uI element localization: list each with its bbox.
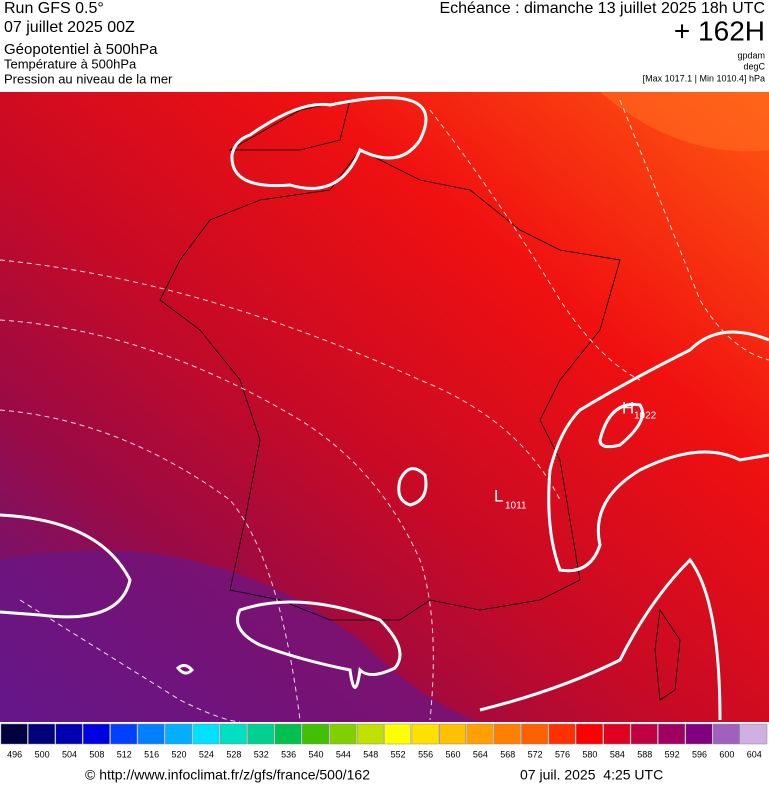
param: Géopotentiel à 500hPa (4, 41, 158, 58)
isoline (230, 96, 428, 190)
colorbar-swatch (439, 723, 466, 745)
isoline (598, 402, 644, 449)
colorbar-label: 540 (309, 749, 324, 759)
colorbar-label: 604 (747, 749, 762, 759)
low-value: 1011 (505, 501, 527, 512)
field-band (0, 550, 480, 722)
colorbar-label: 500 (35, 749, 50, 759)
colorbar-swatch (247, 723, 275, 745)
param: Pression au niveau de la mer (4, 71, 173, 86)
colorbar-label: 588 (637, 749, 652, 759)
colorbar-label: 544 (336, 749, 351, 759)
country-border (159, 149, 621, 621)
colorbar-swatch (548, 723, 576, 745)
unit: gpdam (737, 50, 765, 60)
colorbar-swatch (110, 723, 138, 745)
map: H 1022 L 1011 (0, 92, 769, 723)
isotherm (429, 109, 641, 381)
colorbar-swatch (603, 723, 631, 745)
run-title: Run GFS 0.5° (4, 0, 104, 17)
colorbar-swatch (302, 723, 329, 745)
coast (228, 99, 351, 151)
footer-timestamp: 07 juil. 2025 4:25 UTC (520, 767, 663, 783)
colorbar-swatch (740, 723, 768, 745)
colorbar-label: 552 (391, 749, 406, 759)
colorbar-swatch (356, 723, 384, 745)
colorbar-label: 572 (528, 749, 543, 759)
footer-source: © http://www.infoclimat.fr/z/gfs/france/… (85, 767, 370, 783)
colorbar-swatch (466, 723, 494, 745)
colorbar: 496 500 504 508 512 516 520 524 528 532 536 540 544 5… (0, 723, 768, 759)
isotherm (0, 259, 561, 501)
colorbar-label: 580 (582, 749, 597, 759)
valid-time: Echéance : dimanche 13 juillet 2025 18h … (439, 0, 765, 17)
colorbar-swatch (493, 723, 521, 745)
colorbar-label: 520 (172, 749, 187, 759)
colorbar-label: 548 (363, 749, 378, 759)
colorbar-swatch (82, 723, 110, 745)
colorbar-label: 592 (665, 749, 680, 759)
colorbar-swatch (576, 723, 603, 745)
param: Température à 500hPa (4, 56, 137, 71)
colorbar-label: 496 (7, 749, 22, 759)
colorbar-label: 596 (692, 749, 707, 759)
isotherm (0, 409, 301, 721)
colorbar-swatch (630, 723, 658, 745)
colorbar-label: 536 (281, 749, 296, 759)
lead-time: + 162H (674, 15, 765, 46)
colorbar-swatch (411, 723, 439, 745)
isotherm (0, 319, 434, 721)
isoline (397, 467, 428, 507)
colorbar-swatch (28, 723, 56, 745)
unit: degC (743, 61, 765, 71)
isoline (0, 513, 132, 619)
colorbar-swatch (712, 723, 740, 745)
colorbar-swatch (55, 723, 83, 745)
isotherm (19, 599, 241, 723)
isoline (175, 663, 195, 675)
colorbar-swatch (685, 723, 713, 745)
low-letter: L (494, 486, 503, 505)
colorbar-swatch (219, 723, 247, 745)
colorbar-label: 512 (117, 749, 132, 759)
colorbar-swatch (658, 723, 686, 745)
colorbar-swatch (521, 723, 549, 745)
field-band (600, 92, 769, 152)
colorbar-label: 568 (500, 749, 515, 759)
colorbar-label: 504 (62, 749, 77, 759)
colorbar-swatch (384, 723, 412, 745)
colorbar-swatch (192, 723, 220, 745)
colorbar-swatch (274, 723, 302, 745)
isoline (547, 330, 769, 573)
isoline (479, 557, 722, 721)
colorbar-label: 516 (144, 749, 159, 759)
pressure-range: [Max 1017.1 | Min 1010.4] hPa (643, 73, 765, 83)
high-value: 1022 (634, 411, 657, 422)
colorbar-label: 560 (445, 749, 460, 759)
colorbar-label: 556 (418, 749, 433, 759)
colorbar-label: 528 (226, 749, 241, 759)
colorbar-swatch (137, 723, 165, 745)
colorbar-label: 600 (719, 749, 734, 759)
island (654, 608, 681, 701)
isoline (236, 600, 402, 689)
colorbar-label: 508 (89, 749, 104, 759)
run-date: 07 juillet 2025 00Z (4, 19, 135, 36)
high-letter: H (622, 398, 634, 417)
colorbar-swatch (0, 723, 28, 745)
colorbar-label: 576 (555, 749, 570, 759)
colorbar-swatch (329, 723, 357, 745)
isotherm (619, 99, 769, 361)
colorbar-label: 584 (610, 749, 625, 759)
colorbar-label: 524 (199, 749, 214, 759)
colorbar-swatch (165, 723, 193, 745)
colorbar-label: 532 (254, 749, 269, 759)
colorbar-label: 564 (473, 749, 488, 759)
